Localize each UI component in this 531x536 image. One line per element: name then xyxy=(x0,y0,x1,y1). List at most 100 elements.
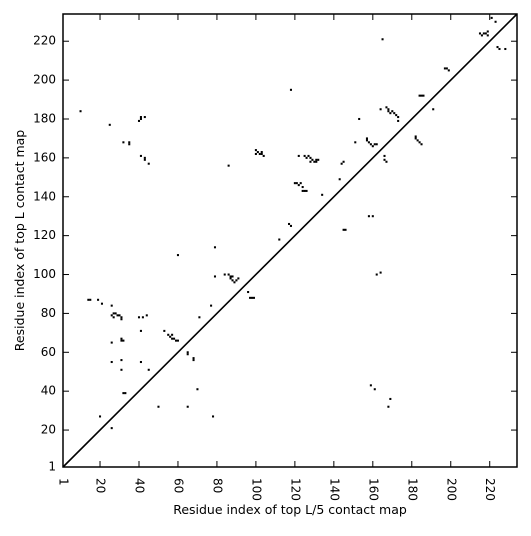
data-point xyxy=(496,46,499,49)
data-point xyxy=(338,178,341,181)
data-point xyxy=(171,333,174,336)
data-point xyxy=(480,34,483,37)
data-point xyxy=(297,154,300,157)
x-tick-label: 140 xyxy=(327,478,341,501)
data-point xyxy=(223,273,226,276)
x-tick-label: 40 xyxy=(132,478,146,493)
data-point xyxy=(147,162,150,165)
plot-frame xyxy=(62,13,518,468)
data-point xyxy=(176,254,179,257)
y-tick-label: 120 xyxy=(33,228,56,242)
data-point xyxy=(141,316,144,319)
data-point xyxy=(416,139,419,142)
data-point xyxy=(315,160,318,163)
data-point xyxy=(139,329,142,332)
data-point xyxy=(258,152,261,156)
data-point xyxy=(186,405,189,408)
data-point xyxy=(169,335,172,338)
data-point xyxy=(212,415,215,418)
data-point xyxy=(299,182,302,185)
data-point xyxy=(213,246,217,249)
data-point xyxy=(100,302,103,305)
data-point xyxy=(112,312,115,315)
data-point xyxy=(229,277,232,280)
y-tick-label: 180 xyxy=(33,111,56,125)
y-tick-label: 160 xyxy=(33,150,56,164)
data-point xyxy=(139,117,142,121)
data-point xyxy=(139,116,142,119)
data-point xyxy=(387,405,390,408)
data-point xyxy=(490,16,493,19)
data-point xyxy=(110,314,113,317)
data-point xyxy=(379,271,382,274)
data-point xyxy=(371,145,374,148)
data-point xyxy=(110,427,113,430)
data-point xyxy=(307,154,310,157)
data-point xyxy=(116,314,119,317)
y-tick-label: 1 xyxy=(48,460,56,474)
data-point xyxy=(385,160,388,163)
data-point xyxy=(340,162,343,165)
data-point xyxy=(79,110,82,113)
data-point xyxy=(227,273,230,276)
data-point xyxy=(124,392,127,395)
data-point xyxy=(254,152,257,156)
data-point xyxy=(262,154,265,157)
x-axis: 1 20 40 60 80 100 120 140 160 180 200 220 xyxy=(57,14,497,501)
data-point xyxy=(196,388,199,391)
data-point xyxy=(120,337,123,340)
data-point xyxy=(486,34,489,37)
data-point xyxy=(389,112,392,115)
data-point xyxy=(120,316,123,319)
data-point xyxy=(321,193,324,196)
x-tick-label: 120 xyxy=(288,478,302,501)
data-point xyxy=(289,224,292,227)
data-point xyxy=(112,316,115,319)
data-point xyxy=(504,47,507,51)
data-point xyxy=(354,141,357,144)
data-point xyxy=(303,189,306,192)
x-tick-label: 80 xyxy=(210,478,224,493)
data-point xyxy=(139,360,142,364)
data-point xyxy=(235,279,238,282)
data-point xyxy=(157,405,160,408)
x-tick-label: 1 xyxy=(57,478,71,486)
data-point xyxy=(108,123,111,126)
points-layer xyxy=(79,16,507,430)
data-point xyxy=(210,304,213,307)
data-point xyxy=(371,215,374,218)
data-point xyxy=(373,388,376,391)
data-point xyxy=(315,158,318,161)
y-tick-label: 80 xyxy=(41,306,56,320)
data-point xyxy=(447,69,450,72)
data-point xyxy=(192,359,195,362)
data-point xyxy=(139,154,142,157)
y-tick-label: 100 xyxy=(33,267,56,281)
data-point xyxy=(486,30,489,33)
data-point xyxy=(260,152,263,156)
data-point xyxy=(229,275,232,278)
data-point xyxy=(375,143,378,146)
y-tick-label: 40 xyxy=(41,384,56,398)
data-point xyxy=(297,184,300,187)
data-point xyxy=(367,141,370,144)
data-point xyxy=(233,281,236,284)
data-point xyxy=(143,158,146,161)
data-point xyxy=(482,32,485,35)
data-point xyxy=(344,228,347,231)
data-point xyxy=(422,94,425,97)
data-point xyxy=(387,110,390,113)
data-point xyxy=(89,298,92,301)
data-point xyxy=(295,182,298,185)
data-point xyxy=(254,149,257,152)
data-point xyxy=(498,47,501,51)
data-point xyxy=(365,137,368,140)
data-point xyxy=(250,296,254,299)
data-point xyxy=(342,160,345,163)
data-point xyxy=(420,143,423,146)
data-point xyxy=(305,189,308,192)
data-point xyxy=(373,143,376,146)
data-point xyxy=(397,116,400,119)
data-point xyxy=(381,38,384,41)
